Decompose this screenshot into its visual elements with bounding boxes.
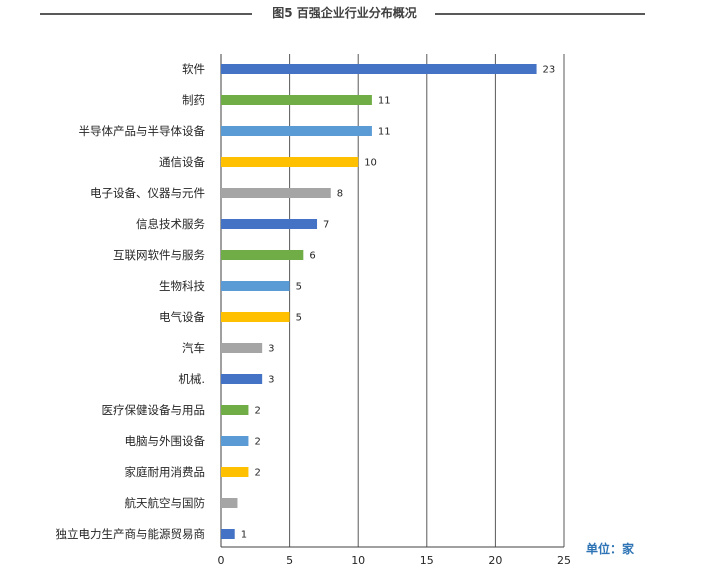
bar [221,188,331,198]
category-label: 航天航空与国防 [125,496,206,510]
bar [221,436,249,446]
bar [221,95,372,105]
data-label: 7 [323,220,329,231]
data-label: 11 [378,127,391,138]
data-label: 3 [268,344,274,355]
x-tick-label: 15 [420,554,434,567]
value-labels: 23 11 11 10 8 7 6 5 5 3 3 2 2 2 1 [241,65,556,541]
data-label: 2 [254,406,260,417]
bar [221,529,235,539]
category-label: 通信设备 [159,155,205,169]
data-label: 5 [296,282,302,293]
data-label: 23 [543,65,556,76]
data-label: 11 [378,96,391,107]
category-label: 电子设备、仪器与元件 [90,186,205,200]
bar [221,343,263,353]
x-tick-label: 5 [286,554,293,567]
data-label: 8 [337,189,343,200]
title-rule-left [40,13,252,15]
category-label: 信息技术服务 [136,217,205,231]
data-label: 6 [309,251,315,262]
chart-title-row: 图5 百强企业行业分布概况 [0,0,703,26]
data-label: 3 [268,375,274,386]
category-label: 家庭耐用消费品 [125,465,206,479]
bar [221,157,359,167]
unit-label: 单位：家 [586,542,635,556]
data-label: 1 [241,530,247,541]
data-label: 2 [254,468,260,479]
category-label: 汽车 [182,341,205,355]
x-tick-label: 0 [218,554,225,567]
category-label: 生物科技 [159,279,205,293]
bar [221,126,372,136]
bar [221,374,263,384]
data-label: 5 [296,313,302,324]
category-label: 半导体产品与半导体设备 [79,124,206,138]
bar [221,64,537,74]
data-label: 10 [364,158,377,169]
bars [221,64,537,539]
x-tick-labels: 0 5 10 15 20 25 [218,554,572,567]
bar [221,219,318,229]
bar [221,498,238,508]
category-label: 医疗保健设备与用品 [102,403,206,417]
category-label: 互联网软件与服务 [113,248,205,262]
bar [221,250,304,260]
bar [221,281,290,291]
category-label: 独立电力生产商与能源贸易商 [56,527,206,541]
bar [221,467,249,477]
bar [221,405,249,415]
bar [221,312,290,322]
chart-title: 图5 百强企业行业分布概况 [272,6,417,20]
title-rule-right [435,13,645,15]
category-label: 软件 [182,62,205,76]
category-labels: 软件制药半导体产品与半导体设备通信设备电子设备、仪器与元件信息技术服务互联网软件… [56,62,206,541]
x-tick-label: 10 [351,554,365,567]
data-label: 2 [254,437,260,448]
category-label: 电气设备 [159,310,205,324]
category-label: 电脑与外围设备 [125,434,206,448]
x-tick-label: 20 [488,554,502,567]
grid-lines [220,54,565,548]
category-label: 机械. [178,372,205,386]
x-tick-label: 25 [557,554,571,567]
category-label: 制药 [182,93,205,107]
